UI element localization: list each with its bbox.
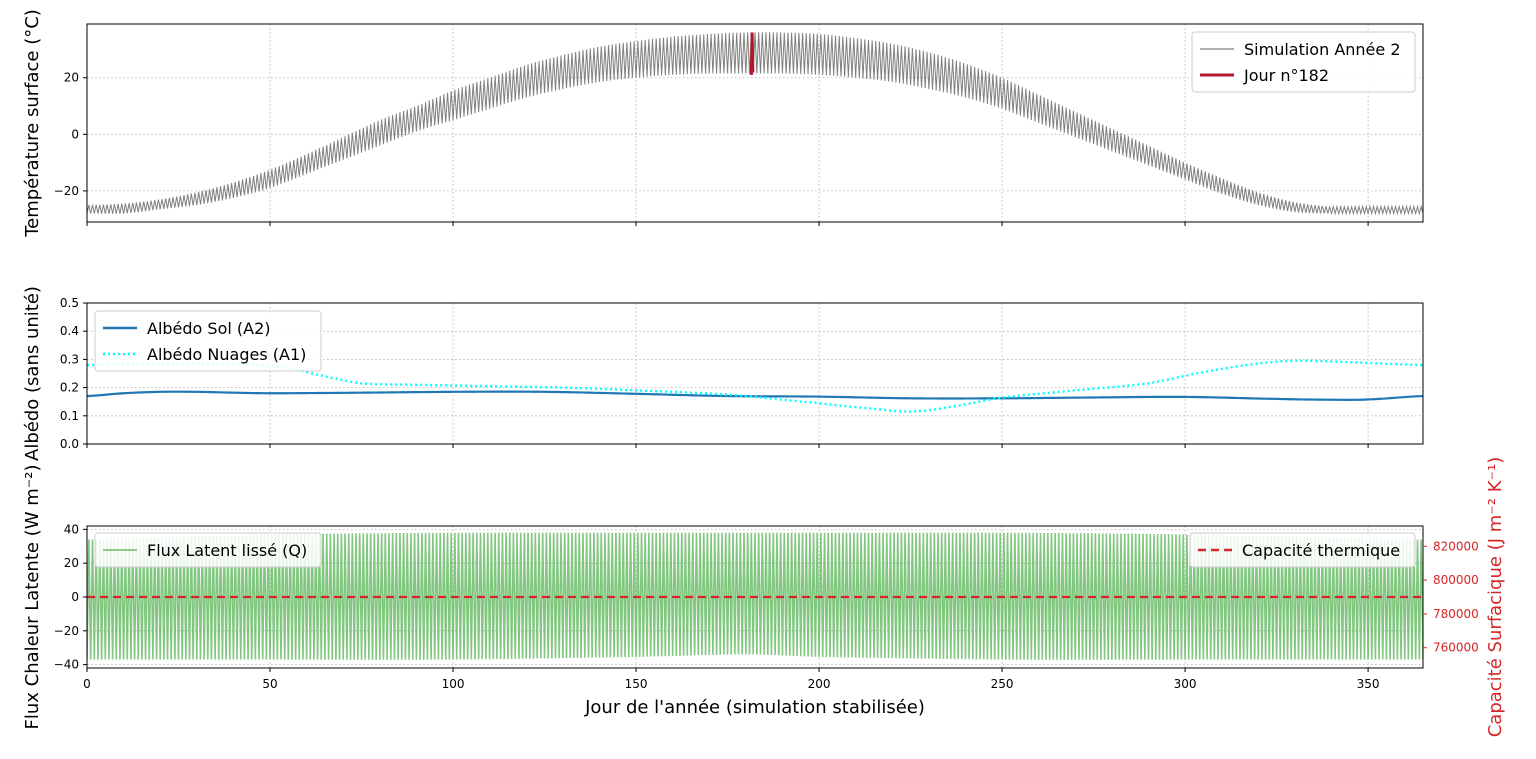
legend-label: Jour n°182 (1243, 66, 1329, 85)
y2-tick-label: 760000 (1433, 641, 1479, 655)
y-tick-label: 0 (71, 127, 79, 141)
x-tick-label: 200 (808, 677, 831, 691)
y-tick-label: 20 (64, 556, 79, 570)
x-axis-label: Jour de l'année (simulation stabilisée) (584, 697, 925, 718)
legend-label: Albédo Sol (A2) (147, 319, 271, 338)
y-axis-label: Flux Chaleur Latente (W m⁻²) (22, 464, 43, 729)
legend-box (94, 532, 322, 568)
legend: Capacité thermique (1189, 532, 1416, 568)
y2-axis-label: Capacité Surfacique (J m⁻² K⁻¹) (1485, 457, 1506, 738)
y-tick-label: 0.2 (60, 381, 79, 395)
panel-2: 0.0 0.1 0.2 0.3 0.4 0.5 Albédo (sans unité) Alb… (22, 286, 1424, 461)
plot-area (87, 532, 1423, 660)
y2-tick-label: 800000 (1433, 573, 1479, 587)
x-tick-label: 150 (625, 677, 648, 691)
y-tick-label: −20 (54, 184, 79, 198)
y2-tick-label: 780000 (1433, 607, 1479, 621)
axes-frame (86, 23, 1424, 223)
series-line-2 (87, 359, 1423, 413)
legend: Simulation Année 2 Jour n°182 (1191, 31, 1416, 93)
x-tick-label: 0 (83, 677, 91, 691)
axes-frame (86, 302, 1424, 445)
x-tick-label: 350 (1357, 677, 1380, 691)
legend-label: Simulation Année 2 (1244, 40, 1401, 59)
y2-tick-label: 820000 (1433, 539, 1479, 553)
x-tick-label: 250 (991, 677, 1014, 691)
legend-label: Albédo Nuages (A1) (147, 345, 306, 364)
y-tick-label: 0.0 (60, 437, 79, 451)
y-tick-label: 0.3 (60, 352, 79, 366)
series-line-2 (749, 32, 755, 75)
legend-box (1191, 31, 1416, 93)
x-tick-label: 50 (262, 677, 277, 691)
plot-area (87, 359, 1423, 413)
series-line-1 (87, 532, 1423, 660)
y-tick-label: 0.5 (60, 296, 79, 310)
y-axis-label: Température surface (°C) (22, 9, 43, 238)
y-tick-label: 0 (71, 590, 79, 604)
y-axis-label: Albédo (sans unité) (22, 286, 43, 461)
panel-3: 0 50 100 150 200 250 300 350 −40 −20 0 20 40 Flux Cha… (22, 457, 1506, 738)
series-line-1 (87, 390, 1423, 401)
y-tick-label: 0.1 (60, 409, 79, 423)
y-tick-label: 20 (64, 71, 79, 85)
panel-1: −20 0 20 Température surface (°C) Simulation… (22, 9, 1424, 238)
series-line-1 (87, 32, 1423, 216)
y-tick-label: −20 (54, 624, 79, 638)
legend-label: Flux Latent lissé (Q) (147, 541, 307, 560)
legend-label: Capacité thermique (1242, 541, 1400, 560)
x-tick-label: 300 (1174, 677, 1197, 691)
legend-box (1189, 532, 1416, 568)
x-tick-label: 100 (442, 677, 465, 691)
legend-box (94, 310, 322, 372)
y-tick-label: 0.4 (60, 324, 79, 338)
legend: Albédo Sol (A2) Albédo Nuages (A1) (94, 310, 322, 372)
plot-area (87, 32, 1423, 216)
y-tick-label: 40 (64, 522, 79, 536)
legend: Flux Latent lissé (Q) (94, 532, 322, 568)
y-tick-label: −40 (54, 658, 79, 672)
